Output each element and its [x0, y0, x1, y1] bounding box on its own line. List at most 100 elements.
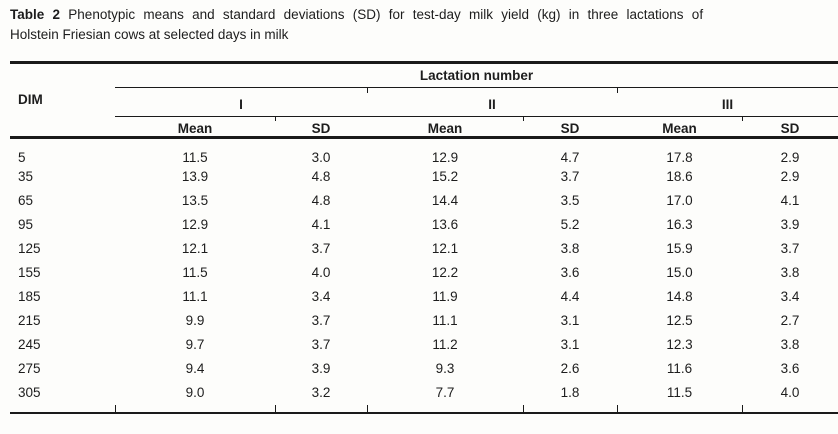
value-cell: 4.0 — [311, 264, 331, 280]
table-header: DIM Lactation number I II III — [10, 62, 838, 139]
value-cell: 11.5 — [182, 264, 208, 280]
value-cell: 13.6 — [431, 216, 459, 232]
header-row-groups: I II III — [10, 92, 838, 117]
column-header-mean-3: Mean — [617, 120, 742, 139]
table-row: 305 9.0 3.2 7.7 1.8 11.5 4.0 — [10, 381, 838, 405]
value-cell: 11.1 — [182, 288, 208, 304]
dim-value-cell: 95 — [18, 216, 34, 232]
value-cell: 1.8 — [560, 384, 580, 400]
value-cell: 9.0 — [185, 384, 205, 400]
footer-rule-row — [10, 404, 838, 414]
value-cell: 9.4 — [185, 360, 205, 376]
header-row-stats: Mean SD Mean SD Mean SD — [10, 120, 838, 139]
table-row: 215 9.9 3.7 11.1 3.1 12.5 2.7 — [10, 309, 838, 333]
value-cell: 13.9 — [181, 168, 209, 184]
table-row: 65 13.5 4.8 14.4 3.5 17.0 4.1 — [10, 189, 838, 213]
caption-line-2: Holstein Friesian cows at selected days … — [10, 27, 289, 42]
value-cell: 3.2 — [311, 384, 331, 400]
stat-divider-tick — [522, 116, 617, 121]
column-header-lactation-1: I — [115, 92, 367, 117]
value-cell: 3.1 — [560, 312, 580, 328]
dim-value-cell: 245 — [18, 336, 41, 352]
table-row: 155 11.5 4.0 12.2 3.6 15.0 3.8 — [10, 261, 838, 285]
value-cell: 3.8 — [780, 264, 800, 280]
value-cell: 4.7 — [560, 150, 580, 165]
table-row: 125 12.1 3.7 12.1 3.8 15.9 3.7 — [10, 237, 838, 261]
value-cell: 2.9 — [780, 168, 800, 184]
value-cell: 3.0 — [311, 150, 331, 165]
dim-value-cell: 215 — [18, 312, 41, 328]
column-header-sd-1: SD — [275, 120, 367, 139]
value-cell: 11.2 — [432, 336, 458, 352]
group-divider-tick — [366, 87, 617, 93]
value-cell: 3.7 — [560, 168, 580, 184]
value-cell: 12.2 — [431, 264, 459, 280]
value-cell: 2.7 — [780, 312, 800, 328]
value-cell: 3.6 — [560, 264, 580, 280]
dim-value-cell: 35 — [18, 168, 34, 184]
value-cell: 11.9 — [432, 288, 458, 304]
value-cell: 3.8 — [780, 336, 800, 352]
value-cell: 2.9 — [780, 150, 800, 165]
column-header-mean-2: Mean — [367, 120, 523, 139]
value-cell: 15.2 — [431, 168, 459, 184]
value-cell: 11.6 — [666, 360, 693, 376]
value-cell: 3.9 — [780, 216, 800, 232]
value-cell: 4.8 — [311, 168, 331, 184]
page: Table 2 Phenotypic means and standard de… — [10, 7, 838, 414]
milk-yield-table: DIM Lactation number I II III — [10, 61, 838, 414]
table-row: 35 13.9 4.8 15.2 3.7 18.6 2.9 — [10, 165, 838, 189]
value-cell: 7.7 — [435, 384, 455, 400]
column-header-lactation-2: II — [367, 92, 617, 117]
footer-divider-tick — [274, 404, 367, 414]
value-cell: 11.5 — [666, 384, 693, 400]
footer-divider-tick — [741, 404, 838, 414]
value-cell: 11.5 — [182, 150, 208, 165]
dim-value-cell: 275 — [18, 360, 41, 376]
value-cell: 5.2 — [560, 216, 580, 232]
value-cell: 3.9 — [311, 360, 331, 376]
value-cell: 2.6 — [560, 360, 580, 376]
value-cell: 12.9 — [431, 150, 459, 165]
value-cell: 3.7 — [311, 240, 331, 256]
table-row: 275 9.4 3.9 9.3 2.6 11.6 3.6 — [10, 357, 838, 381]
value-cell: 12.9 — [181, 216, 209, 232]
footer-divider-tick — [522, 404, 617, 414]
header-row-lactation: DIM Lactation number — [10, 62, 838, 139]
dim-value-cell: 5 — [18, 150, 26, 165]
value-cell: 3.7 — [311, 336, 331, 352]
value-cell: 3.4 — [311, 288, 331, 304]
value-cell: 15.9 — [666, 240, 693, 256]
value-cell: 15.0 — [666, 264, 693, 280]
value-cell: 14.4 — [431, 192, 459, 208]
value-cell: 12.5 — [666, 312, 693, 328]
value-cell: 9.7 — [185, 336, 205, 352]
dim-value-cell: 155 — [18, 264, 41, 280]
column-header-mean-1: Mean — [115, 120, 275, 139]
header-spacer-row — [10, 87, 838, 93]
header-spacer-row — [10, 116, 838, 121]
caption-line-1: Table 2 Phenotypic means and standard de… — [10, 7, 703, 22]
value-cell: 18.6 — [666, 168, 693, 184]
column-header-sd-3: SD — [742, 120, 838, 139]
table-body: 5 11.5 3.0 12.9 4.7 17.8 2.9 35 13.9 4.8 15.2 3.7 18… — [10, 138, 838, 405]
value-cell: 17.0 — [666, 192, 693, 208]
stat-divider-tick — [741, 116, 838, 121]
group-divider-tick — [616, 87, 838, 93]
value-cell: 3.1 — [560, 336, 580, 352]
value-cell: 3.7 — [780, 240, 800, 256]
value-cell: 3.4 — [780, 288, 800, 304]
value-cell: 9.9 — [185, 312, 205, 328]
table-row: 5 11.5 3.0 12.9 4.7 17.8 2.9 — [10, 138, 838, 165]
value-cell: 3.7 — [311, 312, 331, 328]
dim-value-cell: 65 — [18, 192, 34, 208]
value-cell: 4.0 — [780, 384, 800, 400]
value-cell: 3.8 — [560, 240, 580, 256]
value-cell: 12.1 — [181, 240, 209, 256]
caption-label: Table 2 — [10, 7, 61, 22]
spacer-cell — [10, 404, 115, 414]
value-cell: 3.5 — [560, 192, 580, 208]
value-cell: 9.3 — [435, 360, 455, 376]
table-row: 245 9.7 3.7 11.2 3.1 12.3 3.8 — [10, 333, 838, 357]
footer-divider-tick — [114, 404, 275, 414]
